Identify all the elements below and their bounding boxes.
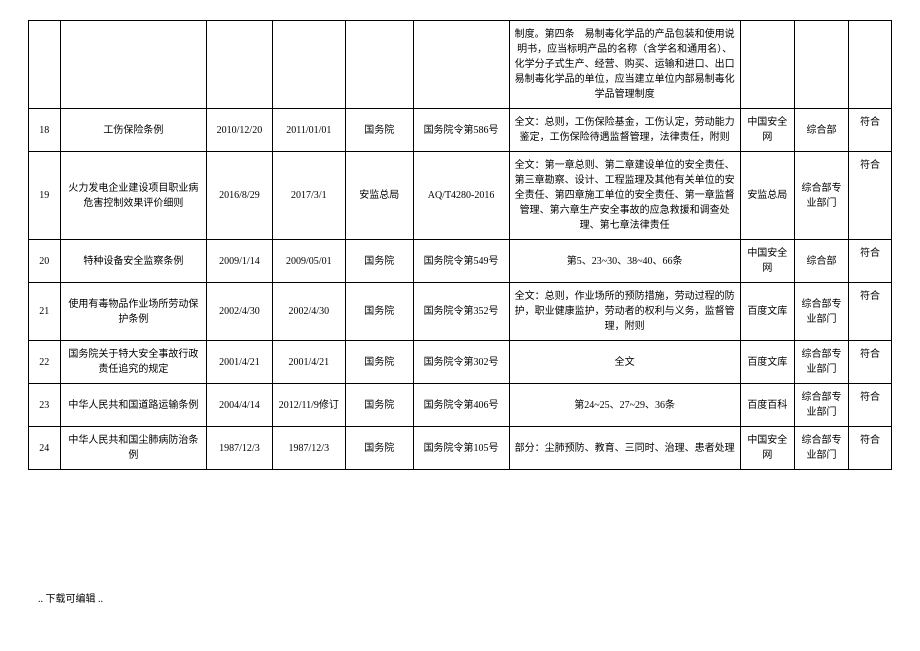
cell-src: 百度百科 [740, 384, 794, 427]
cell-date2: 2011/01/01 [272, 109, 345, 152]
cell-name: 中华人民共和国道路运输条例 [60, 384, 207, 427]
cell-src: 安监总局 [740, 152, 794, 240]
cell-date2: 2017/3/1 [272, 152, 345, 240]
cell-date2: 2002/4/30 [272, 283, 345, 341]
cell-src: 中国安全网 [740, 109, 794, 152]
cell-name: 使用有毒物品作业场所劳动保护条例 [60, 283, 207, 341]
table-row: 20特种设备安全监察条例2009/1/142009/05/01国务院国务院令第5… [29, 240, 892, 283]
cell-status: 符合 [849, 384, 892, 427]
cell-name: 火力发电企业建设项目职业病危害控制效果评价细则 [60, 152, 207, 240]
cell-docno: 国务院令第352号 [413, 283, 509, 341]
cell-docno: 国务院令第406号 [413, 384, 509, 427]
cell-status: 符合 [849, 152, 892, 240]
cell-date2: 2009/05/01 [272, 240, 345, 283]
cell-date2: 2001/4/21 [272, 341, 345, 384]
cell-issuer: 国务院 [345, 427, 413, 470]
cell-name: 特种设备安全监察条例 [60, 240, 207, 283]
cell-date1: 2004/4/14 [207, 384, 272, 427]
cell-issuer: 国务院 [345, 283, 413, 341]
cell-date1: 2010/12/20 [207, 109, 272, 152]
regulations-table: 制度。第四条 易制毒化学品的产品包装和使用说明书，应当标明产品的名称（含学名和通… [28, 20, 892, 470]
cell-status: 符合 [849, 283, 892, 341]
cell-status: 符合 [849, 109, 892, 152]
cell-issuer: 国务院 [345, 109, 413, 152]
cell-idx: 21 [29, 283, 61, 341]
table-row: 24中华人民共和国尘肺病防治条例1987/12/31987/12/3国务院国务院… [29, 427, 892, 470]
cell-date1: 1987/12/3 [207, 427, 272, 470]
cell-idx: 24 [29, 427, 61, 470]
cell-issuer: 国务院 [345, 341, 413, 384]
cell-idx: 22 [29, 341, 61, 384]
cell-desc: 第5、23~30、38~40、66条 [509, 240, 740, 283]
cell-desc: 全文：第一章总则、第二章建设单位的安全责任、第三章勘察、设计、工程监理及其他有关… [509, 152, 740, 240]
table-row: 22国务院关于特大安全事故行政责任追究的规定2001/4/212001/4/21… [29, 341, 892, 384]
cell-date1: 2001/4/21 [207, 341, 272, 384]
cell-docno: 国务院令第302号 [413, 341, 509, 384]
cell-src: 百度文库 [740, 283, 794, 341]
cell-idx: 23 [29, 384, 61, 427]
cell-dept: 综合部专业部门 [794, 384, 848, 427]
cell-issuer: 国务院 [345, 384, 413, 427]
cell-desc: 全文 [509, 341, 740, 384]
cell-date1: 2009/1/14 [207, 240, 272, 283]
cell-name: 国务院关于特大安全事故行政责任追究的规定 [60, 341, 207, 384]
table-row: 18工伤保险条例2010/12/202011/01/01国务院国务院令第586号… [29, 109, 892, 152]
cell-dept: 综合部专业部门 [794, 283, 848, 341]
cell-desc: 全文：总则，作业场所的预防措施，劳动过程的防护，职业健康监护，劳动者的权利与义务… [509, 283, 740, 341]
cell-dept: 综合部 [794, 109, 848, 152]
cell-date2: 1987/12/3 [272, 427, 345, 470]
cell-issuer: 国务院 [345, 240, 413, 283]
table-row: 21使用有毒物品作业场所劳动保护条例2002/4/302002/4/30国务院国… [29, 283, 892, 341]
cell-date1 [207, 21, 272, 109]
cell-src: 中国安全网 [740, 240, 794, 283]
cell-idx [29, 21, 61, 109]
footer-text: .. 下载可编辑 .. [28, 590, 892, 605]
cell-src: 中国安全网 [740, 427, 794, 470]
cell-date1: 2016/8/29 [207, 152, 272, 240]
cell-status: 符合 [849, 240, 892, 283]
cell-docno: AQ/T4280-2016 [413, 152, 509, 240]
cell-name [60, 21, 207, 109]
cell-date2: 2012/11/9修订 [272, 384, 345, 427]
cell-desc: 第24~25、27~29、36条 [509, 384, 740, 427]
cell-dept [794, 21, 848, 109]
table-row: 制度。第四条 易制毒化学品的产品包装和使用说明书，应当标明产品的名称（含学名和通… [29, 21, 892, 109]
cell-desc: 部分：尘肺预防、教育、三同时、治理、患者处理 [509, 427, 740, 470]
cell-dept: 综合部 [794, 240, 848, 283]
cell-docno: 国务院令第105号 [413, 427, 509, 470]
cell-idx: 19 [29, 152, 61, 240]
cell-status: 符合 [849, 427, 892, 470]
cell-idx: 20 [29, 240, 61, 283]
cell-issuer: 安监总局 [345, 152, 413, 240]
table-row: 19火力发电企业建设项目职业病危害控制效果评价细则2016/8/292017/3… [29, 152, 892, 240]
cell-docno: 国务院令第586号 [413, 109, 509, 152]
cell-issuer [345, 21, 413, 109]
cell-src [740, 21, 794, 109]
cell-status: 符合 [849, 341, 892, 384]
cell-dept: 综合部专业部门 [794, 341, 848, 384]
cell-docno: 国务院令第549号 [413, 240, 509, 283]
cell-name: 工伤保险条例 [60, 109, 207, 152]
cell-idx: 18 [29, 109, 61, 152]
cell-status [849, 21, 892, 109]
table-body: 制度。第四条 易制毒化学品的产品包装和使用说明书，应当标明产品的名称（含学名和通… [29, 21, 892, 470]
cell-dept: 综合部专业部门 [794, 427, 848, 470]
cell-docno [413, 21, 509, 109]
cell-desc: 全文：总则，工伤保险基金，工伤认定，劳动能力鉴定，工伤保险待遇监督管理，法律责任… [509, 109, 740, 152]
cell-desc: 制度。第四条 易制毒化学品的产品包装和使用说明书，应当标明产品的名称（含学名和通… [509, 21, 740, 109]
cell-src: 百度文库 [740, 341, 794, 384]
cell-dept: 综合部专业部门 [794, 152, 848, 240]
table-row: 23中华人民共和国道路运输条例2004/4/142012/11/9修订国务院国务… [29, 384, 892, 427]
cell-name: 中华人民共和国尘肺病防治条例 [60, 427, 207, 470]
cell-date2 [272, 21, 345, 109]
cell-date1: 2002/4/30 [207, 283, 272, 341]
